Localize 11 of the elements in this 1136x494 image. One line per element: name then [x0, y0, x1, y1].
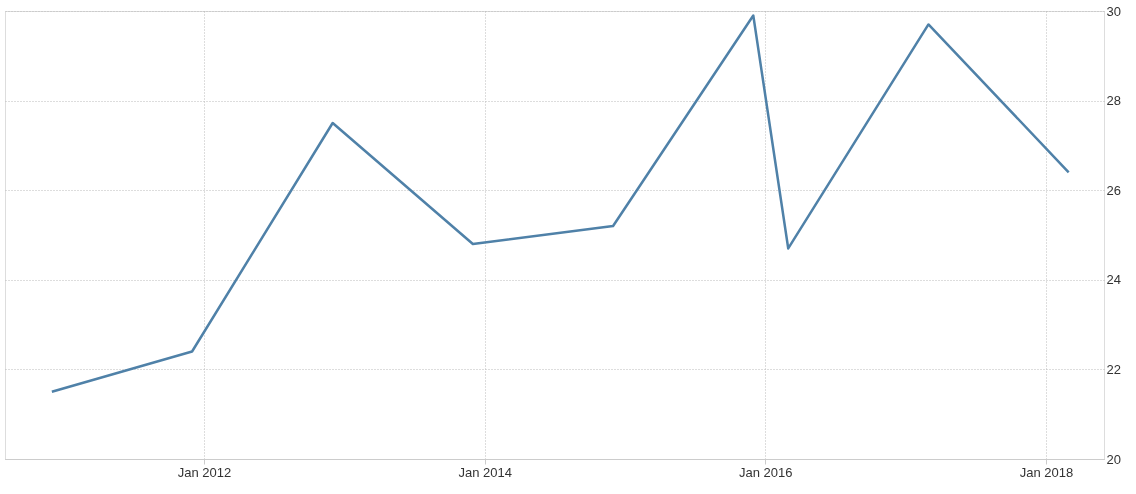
x-tick-label: Jan 2012: [177, 464, 232, 480]
x-tick-label: Jan 2014: [458, 464, 513, 480]
x-tick-label: Jan 2016: [738, 464, 793, 480]
y-tick-label: 28: [1106, 93, 1121, 109]
y-tick-label: 22: [1106, 361, 1121, 377]
y-tick-label: 26: [1106, 182, 1121, 198]
y-tick-label: 30: [1106, 3, 1121, 19]
y-tick-label: 24: [1106, 272, 1121, 288]
y-tick-label: 20: [1106, 451, 1121, 467]
x-tick-label: Jan 2018: [1019, 464, 1074, 480]
line-series: [50, 14, 1070, 394]
